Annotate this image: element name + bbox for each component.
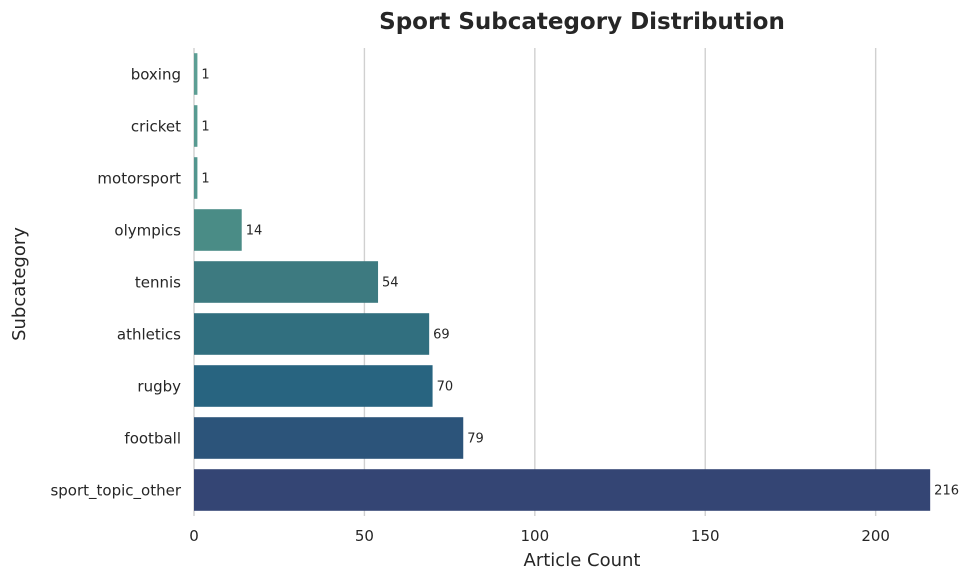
value-label: 1 bbox=[201, 68, 209, 83]
y-tick-label: athletics bbox=[117, 326, 181, 344]
x-tick-label: 150 bbox=[691, 527, 720, 545]
value-labels: 1 1 1 14 54 69 70 79 216 bbox=[201, 68, 959, 499]
value-label: 69 bbox=[433, 328, 450, 343]
y-tick-label: cricket bbox=[131, 118, 181, 136]
value-label: 70 bbox=[437, 380, 454, 395]
x-tick-label: 0 bbox=[189, 527, 199, 545]
y-tick-label: motorsport bbox=[97, 170, 181, 188]
bar-rugby bbox=[194, 365, 433, 407]
chart-title: Sport Subcategory Distribution bbox=[379, 9, 785, 35]
y-axis-label: Subcategory bbox=[9, 227, 30, 341]
y-tick-label: boxing bbox=[131, 66, 181, 84]
bar-olympics bbox=[194, 209, 242, 251]
value-label: 216 bbox=[934, 484, 959, 499]
value-label: 1 bbox=[201, 172, 209, 187]
bar-motorsport bbox=[194, 157, 198, 199]
bar-boxing bbox=[194, 53, 198, 95]
value-label: 1 bbox=[201, 120, 209, 135]
x-tick-labels: 0 50 100 150 200 bbox=[189, 527, 890, 545]
value-label: 54 bbox=[382, 276, 399, 291]
y-tick-label: rugby bbox=[137, 378, 181, 396]
value-label: 14 bbox=[246, 224, 263, 239]
x-tick-label: 50 bbox=[355, 527, 374, 545]
x-axis-label: Article Count bbox=[524, 550, 641, 571]
y-tick-label: olympics bbox=[114, 222, 181, 240]
y-tick-label: sport_topic_other bbox=[50, 482, 181, 501]
x-tick-label: 200 bbox=[861, 527, 890, 545]
value-label: 79 bbox=[467, 432, 484, 447]
y-tick-labels: boxing cricket motorsport olympics tennis ath… bbox=[50, 66, 181, 501]
bar-football bbox=[194, 417, 464, 459]
bars bbox=[194, 53, 931, 511]
y-tick-label: football bbox=[124, 430, 181, 448]
bar-cricket bbox=[194, 105, 198, 147]
bar-athletics bbox=[194, 313, 430, 355]
bar-sport-topic-other bbox=[194, 469, 931, 511]
y-tick-label: tennis bbox=[135, 274, 181, 292]
x-tick-label: 100 bbox=[521, 527, 550, 545]
bar-tennis bbox=[194, 261, 379, 303]
